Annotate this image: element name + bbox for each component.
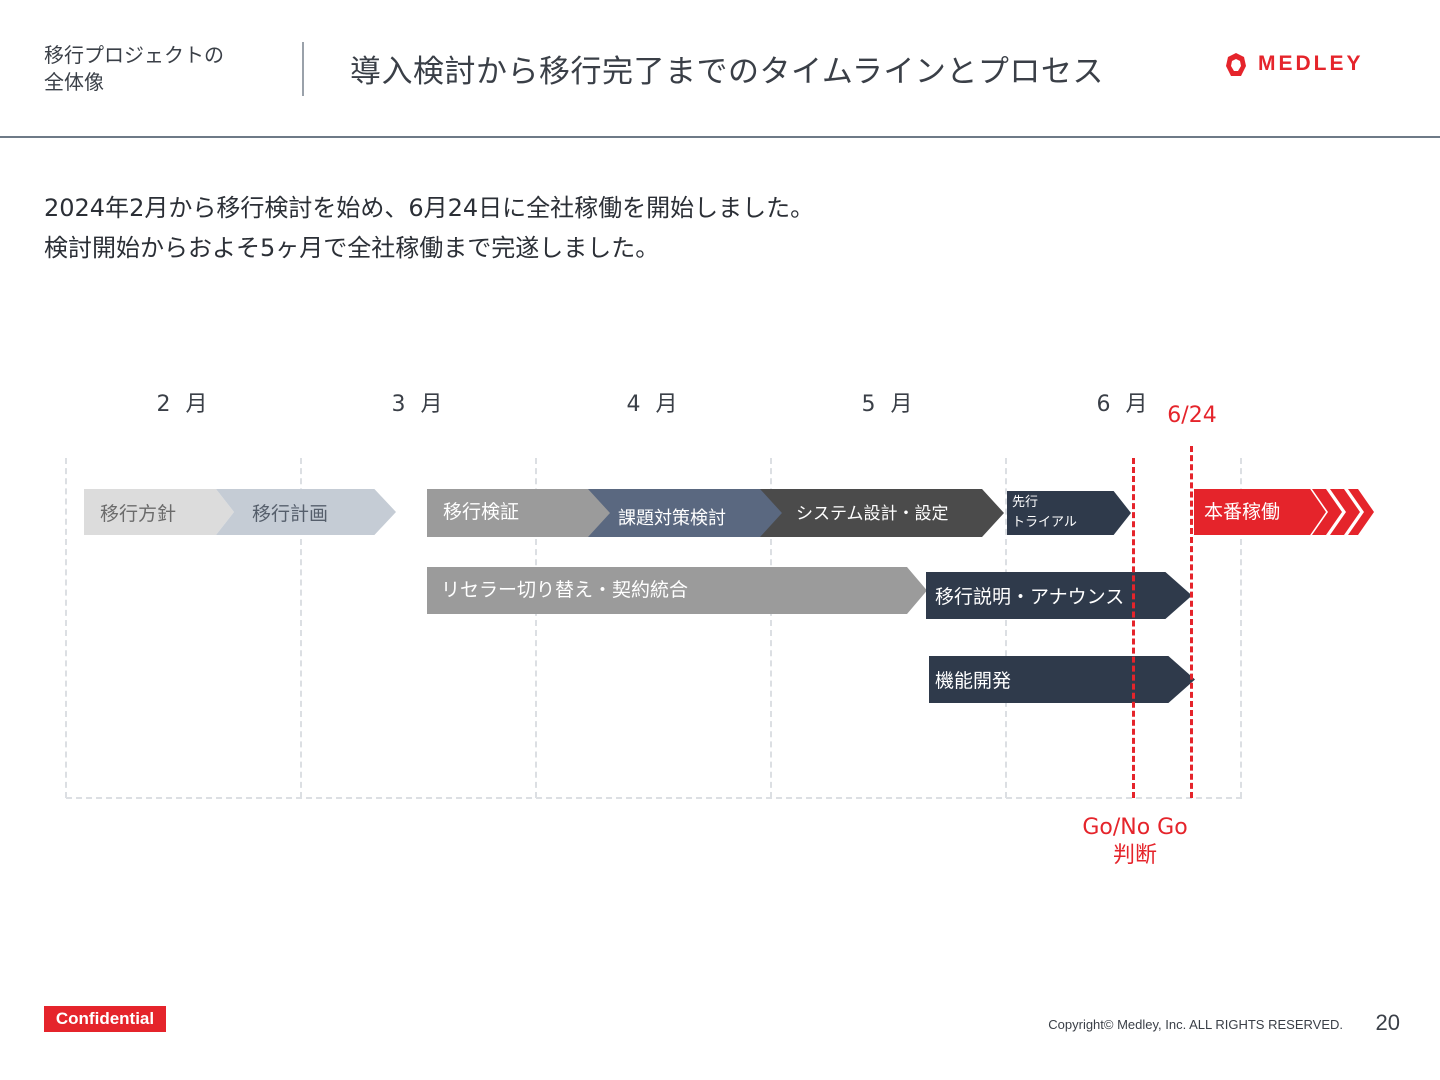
golive-marker-line (1190, 446, 1193, 798)
phase-bar-announce: 移行説明・アナウンス (926, 572, 1192, 619)
month-label-may: 5 月 (861, 392, 917, 417)
phase-label: 移行検証 (443, 501, 520, 523)
medley-logo-icon (1226, 53, 1246, 76)
grid-line (535, 458, 537, 798)
phase-label: 移行説明・アナウンス (935, 586, 1125, 608)
month-label-jun: 6 月 (1096, 392, 1152, 417)
header-separator (302, 42, 304, 96)
grid-line (770, 458, 772, 798)
phase-bar-trial: 先行 トライアル (1007, 491, 1131, 535)
month-label-mar: 3 月 (391, 392, 447, 417)
header-rule (0, 136, 1440, 138)
gonogo-label-line1: Go/No Go (1082, 815, 1188, 840)
phase-label: 本番稼働 (1204, 501, 1281, 523)
phase-label: 機能開発 (935, 670, 1012, 692)
golive-date-label: 6/24 (1167, 403, 1217, 428)
phase-bar-issues: 課題対策検討 (588, 489, 788, 537)
phase-bar-policy: 移行方針 (84, 489, 234, 535)
confidential-badge: Confidential (44, 1006, 166, 1032)
gonogo-label: Go/No Go 判断 (1070, 814, 1200, 870)
section-label: 移行プロジェクトの 全体像 (44, 42, 274, 96)
month-label-apr: 4 月 (626, 392, 682, 417)
phase-bar-design: システム設計・設定 (760, 489, 1004, 537)
page-title: 導入検討から移行完了までのタイムラインとプロセス (350, 54, 1104, 90)
month-label-feb: 2 月 (156, 392, 212, 417)
phase-bar-reseller: リセラー切り替え・契約統合 (427, 567, 927, 614)
gonogo-marker-line (1132, 458, 1135, 798)
grid-baseline (66, 797, 1242, 799)
section-label-line2: 全体像 (44, 70, 104, 94)
lead-line-2: 検討開始からおよそ5ヶ月で全社稼働まで完遂しました。 (44, 234, 660, 262)
phase-bar-verify: 移行検証 (427, 489, 613, 537)
grid-line (300, 458, 302, 798)
gonogo-label-line2: 判断 (1112, 843, 1157, 868)
phase-label: 移行計画 (252, 502, 329, 525)
phase-bar-plan: 移行計画 (216, 489, 396, 535)
phase-label: リセラー切り替え・契約統合 (441, 579, 689, 601)
phase-label: 移行方針 (100, 502, 177, 525)
copyright-text: Copyright© Medley, Inc. ALL RIGHTS RESER… (1048, 1017, 1343, 1032)
phase-label: 課題対策検討 (618, 508, 726, 529)
grid-line (1240, 458, 1242, 798)
page-number: 20 (1375, 1010, 1400, 1035)
chevrons-right-icon (1312, 489, 1374, 535)
grid-line (1005, 458, 1007, 798)
phase-label: システム設計・設定 (796, 504, 949, 524)
grid-line (65, 458, 67, 798)
logo-wordmark: MEDLEY (1258, 52, 1364, 75)
lead-line-1: 2024年2月から移行検討を始め、6月24日に全社稼働を開始しました。 (44, 194, 815, 222)
phase-label-line2: トライアル (1012, 515, 1077, 530)
phase-bar-dev: 機能開発 (929, 656, 1195, 703)
phase-label-line1: 先行 (1012, 495, 1039, 510)
section-label-line1: 移行プロジェクトの (44, 43, 224, 67)
phase-bar-golive: 本番稼働 (1194, 489, 1326, 535)
